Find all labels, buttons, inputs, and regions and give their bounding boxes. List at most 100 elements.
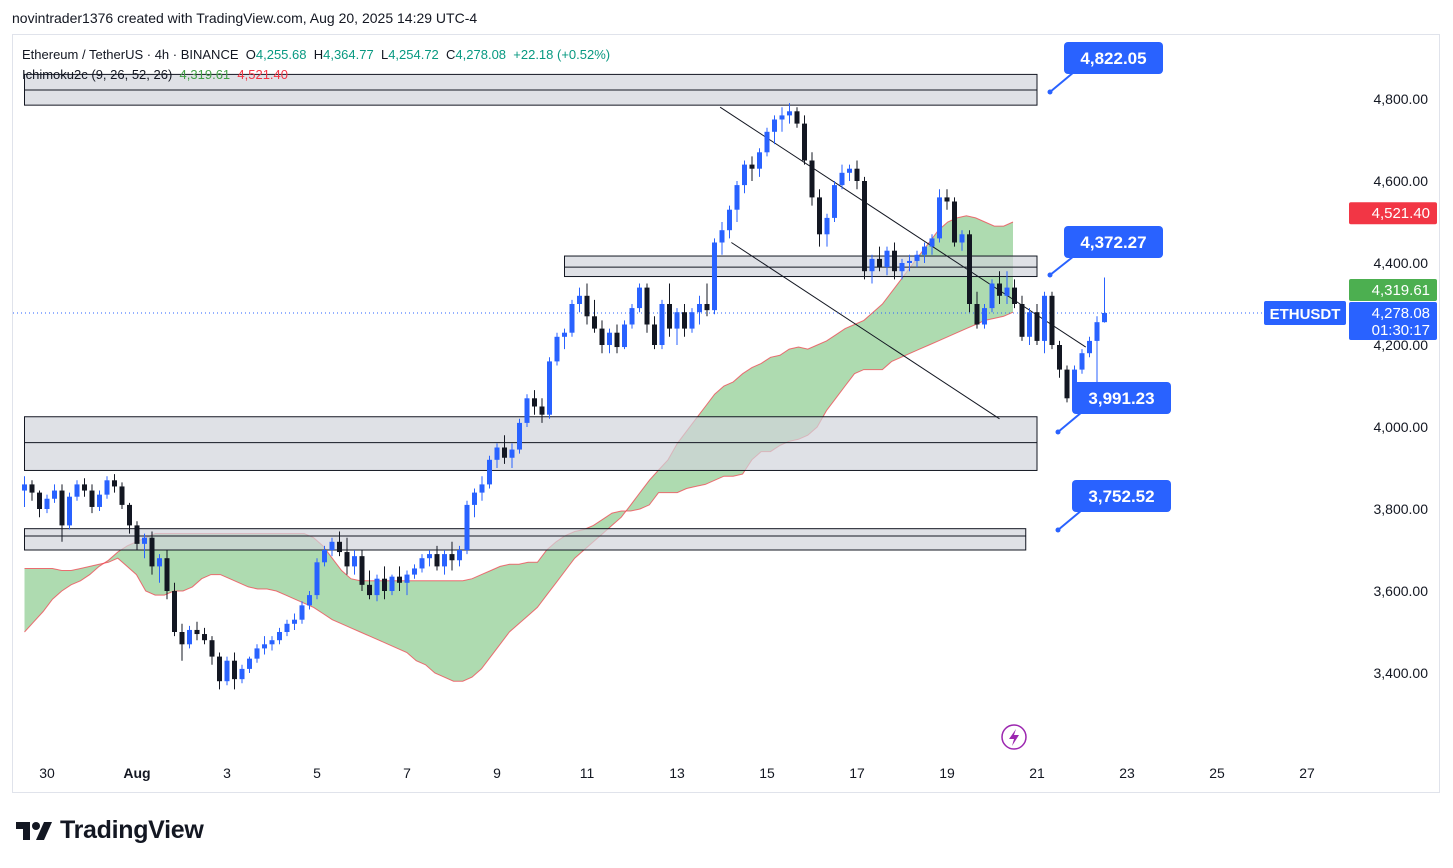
brand-name: TradingView — [60, 816, 204, 844]
high-label: H — [313, 47, 324, 62]
candle-body — [374, 578, 380, 596]
zone-3 — [24, 416, 1038, 471]
open-label: O — [245, 47, 256, 62]
candle-body — [44, 498, 50, 509]
target-label-3 — [1072, 382, 1171, 414]
candle-body — [224, 660, 230, 682]
candle-body — [622, 324, 627, 348]
y-tick-label: 3,400.00 — [1374, 665, 1429, 681]
candle-body — [487, 459, 492, 485]
candle-body — [1027, 312, 1032, 337]
candle-body — [97, 494, 102, 507]
candle-body — [832, 185, 837, 218]
candle-body — [809, 160, 815, 198]
price-badge-text-3: 4,278.08 — [1372, 305, 1430, 322]
candle-body — [134, 525, 140, 544]
candle-body — [929, 238, 935, 247]
candle-body — [472, 492, 477, 505]
target-label-4 — [1072, 480, 1171, 512]
x-tick-label: 19 — [939, 765, 955, 781]
candle-body — [749, 164, 755, 169]
candle-body — [772, 119, 777, 132]
candle-body — [419, 558, 425, 569]
y-tick-label: 4,800.00 — [1374, 91, 1429, 107]
candle-body — [697, 304, 702, 313]
price-badge-text-1: 4,521.40 — [1372, 205, 1430, 222]
target-label-text-2: 4,372.27 — [1080, 233, 1146, 252]
candle-body — [569, 304, 575, 333]
tradingview-logo[interactable]: TradingView — [14, 816, 204, 845]
candle-body — [704, 304, 710, 311]
candle-body — [787, 111, 792, 116]
candle-body — [52, 490, 57, 499]
candle-body — [82, 484, 87, 491]
chart-frame[interactable] — [12, 34, 1440, 793]
candle-body — [104, 480, 110, 495]
candle-body — [937, 197, 942, 239]
candle-body — [239, 668, 245, 680]
x-tick-label: Aug — [123, 765, 150, 781]
candle-body — [922, 246, 927, 255]
x-tick-label: 25 — [1209, 765, 1225, 781]
candle-body — [412, 568, 417, 575]
x-tick-label: 15 — [759, 765, 775, 781]
y-tick-label: 4,200.00 — [1374, 337, 1429, 353]
y-tick-label: 3,600.00 — [1374, 583, 1429, 599]
candle-body — [502, 447, 507, 458]
close-value: 4,278.08 — [455, 47, 507, 62]
candle-body — [944, 197, 950, 202]
candle-body — [592, 316, 597, 329]
candle-body — [989, 283, 995, 309]
candle-body — [209, 640, 215, 657]
candle-body — [1094, 322, 1100, 341]
open-value: 4,255.68 — [255, 47, 307, 62]
candle-body — [667, 304, 672, 329]
candle-body — [547, 361, 552, 415]
candle-body — [1049, 295, 1055, 345]
indicator-value-1: 4,319.61 — [179, 67, 231, 82]
candle-body — [727, 209, 732, 231]
candle-body — [764, 131, 770, 153]
target-label-text-1: 4,822.05 — [1080, 49, 1146, 68]
candle-body — [352, 556, 357, 567]
symbol-row[interactable]: Ethereum / TetherUS · 4h · BINANCE O4,25… — [22, 45, 610, 65]
candle-body — [712, 242, 717, 311]
candle-body — [742, 164, 747, 186]
candle-body — [464, 504, 470, 550]
low-value: 4,254.72 — [388, 47, 439, 62]
candle-body — [974, 304, 980, 325]
indicator-row[interactable]: Ichimoku2c (9, 26, 52, 26) 4,319.61 4,52… — [22, 65, 610, 85]
candle-body — [637, 287, 642, 309]
candle-body — [1087, 340, 1092, 354]
channel-upper-line — [719, 106, 1087, 348]
x-tick-label: 21 — [1029, 765, 1045, 781]
candle-body — [1034, 312, 1040, 341]
candle-body — [562, 332, 567, 337]
candle-body — [449, 554, 455, 561]
price-chart[interactable]: 3,400.00 3,600.00 3,800.00 4,000.00 4,200.00… — [0, 0, 1453, 800]
candle-body — [494, 447, 500, 460]
candle-body — [329, 541, 335, 550]
candle-body — [734, 185, 740, 210]
price-badge-1 — [1349, 202, 1437, 225]
candle-body — [1079, 353, 1085, 370]
countdown-text: 01:30:17 — [1372, 322, 1430, 339]
candle-body — [847, 168, 852, 173]
change-value: +22.18 (+0.52%) — [513, 47, 611, 62]
candle-body — [802, 123, 807, 161]
ichimoku-cloud — [24, 215, 1013, 682]
candle-body — [1064, 369, 1070, 399]
target-dot-1 — [1047, 89, 1053, 95]
symbol-tag — [1264, 300, 1346, 325]
x-tick-label: 23 — [1119, 765, 1135, 781]
x-tick-label: 7 — [403, 765, 411, 781]
candle-body — [674, 312, 680, 329]
candle-body — [434, 554, 440, 567]
candle-body — [1042, 295, 1047, 341]
candle-body — [89, 490, 95, 507]
candle-body — [404, 574, 410, 583]
candle-body — [884, 250, 890, 268]
x-tick-label: 30 — [39, 765, 55, 781]
candle-body — [524, 398, 530, 423]
candle-body — [277, 632, 282, 641]
